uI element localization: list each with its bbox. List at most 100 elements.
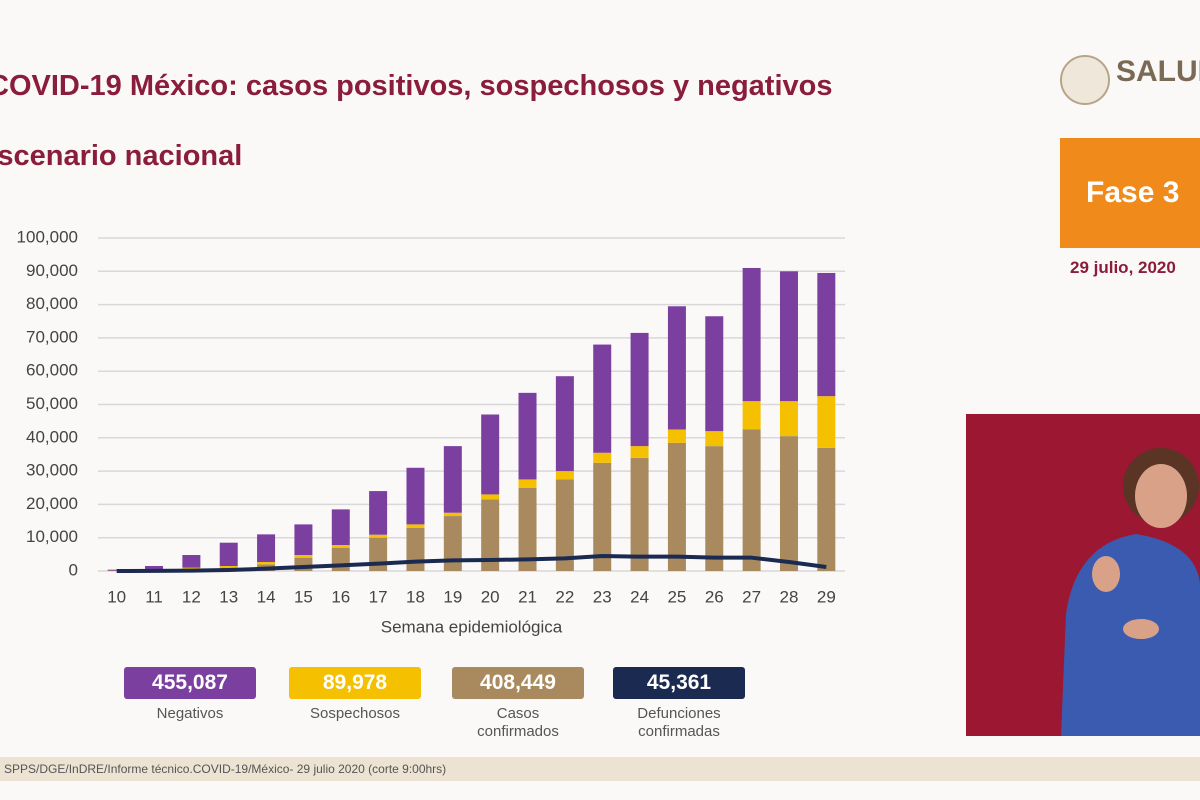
summary-label: Sospechosos [309,705,401,722]
date: 29 julio, 2020 [1070,258,1176,277]
x-tick-label: 17 [369,587,388,606]
bar-segment [257,562,276,565]
chart: 0 10,000 20,000 30,000 40,000 50,000 60,000 70,… [17,227,845,636]
logo: SALUD [1060,55,1200,89]
x-tick-label: 21 [518,587,537,606]
line [116,554,827,573]
bar-segment [705,316,724,432]
bar-segment [817,447,836,571]
bar-segment [518,479,537,488]
bar-segment [742,401,761,430]
bar-segment [518,392,537,480]
x-tick-label: 27 [742,587,761,606]
bar-segment [481,499,500,571]
bar-segment [593,462,612,571]
bar-segment [742,429,761,571]
bar-segment [779,436,798,571]
summary-label: Casos confirmados [477,705,559,740]
bar-segment [705,431,724,447]
interpreter [1061,448,1200,736]
y-tick-label: 20,000 [26,494,78,513]
y-tick-label: 40,000 [26,427,78,446]
y-tick-label: 100,000 [17,227,78,246]
y-tick-label: 0 [69,560,78,579]
x-tick-label: 14 [257,587,276,606]
y-tick-label: 10,000 [26,527,78,546]
bar-segment [667,442,686,571]
x-tick-label: 25 [667,587,686,606]
x-tick-label: 16 [331,587,350,606]
x-tick-label: 29 [817,587,836,606]
bar-segment [593,344,612,453]
summary-total: 45,361 [613,667,745,699]
bar-segment [406,467,425,525]
slide-subtitle: Escenario nacional [0,140,243,172]
bar-segment [145,566,164,570]
x-tick-label: 20 [481,587,500,606]
bar-segment [667,306,686,430]
summary-total: 455,087 [124,667,256,699]
logo-text: SALUD [1116,55,1200,88]
slide-title: COVID-19 México: casos positivos, sospec… [0,70,833,102]
x-tick-label: 11 [145,587,163,606]
bar-segment [406,524,425,528]
bar-segment [406,527,425,571]
x-tick-label: 23 [593,587,612,606]
bar-segment [817,396,836,448]
bar-segment [331,509,350,546]
x-tick-label: 26 [705,587,724,606]
bar-segment [555,376,574,472]
bar-segment [443,516,462,571]
x-tick-label: 10 [107,587,126,606]
bar-segment [219,542,238,567]
bar-segment [518,487,537,571]
bar-segment [667,429,686,443]
bar-segment [555,479,574,571]
phase-badge: Fase 3 [1060,138,1200,248]
bar-segment [481,414,500,495]
bar-segment [443,446,462,513]
x-tick-label: 19 [443,587,462,606]
summary-total: 408,449 [452,667,584,699]
bar-segment [294,555,313,558]
bar-segment [182,567,201,570]
bar-segment [331,545,350,548]
bar-segment [257,534,276,563]
summary-box: 408,449 Casos confirmados [452,667,584,741]
bar-segment [481,494,500,500]
x-tick-label: 22 [555,587,574,606]
x-tick-label: 18 [406,587,425,606]
y-tick-label: 30,000 [26,461,78,480]
bar-segment [779,271,798,402]
summary-box: 455,087 Negativos [124,667,256,723]
bar-segment [369,534,388,538]
y-tick-label: 90,000 [26,261,78,280]
bar-segment [630,446,649,458]
bar-segment [630,332,649,447]
y-tick-label: 70,000 [26,327,78,346]
bar-segment [593,452,612,463]
bar-segment [817,272,836,397]
summary-label: Negativos [156,705,224,722]
interpreter-video [966,414,1200,736]
x-tick-label: 28 [780,587,799,606]
bar-segment [294,524,313,556]
interpreter-face [1135,464,1187,528]
summary-box: 89,978 Sospechosos [289,667,421,723]
x-axis-title: Semana epidemiológica [381,617,563,636]
bar-segment [443,512,462,517]
bar-segment [705,446,724,571]
bar-segment [630,457,649,571]
x-tick-label: 24 [630,587,649,606]
x-tick-label: 13 [219,587,238,606]
source: SPPS/DGE/InDRE/Informe técnico.COVID-19/… [0,757,1200,781]
bar-segment [219,566,238,568]
bar-segment [742,267,761,402]
x-tick-label: 12 [182,587,201,606]
bar-segment [369,537,388,571]
summary-box: 45,361 Defunciones confirmadas [613,667,745,741]
x-tick-label: 15 [294,587,313,606]
y-tick-label: 60,000 [26,361,78,380]
bar-segment [779,401,798,437]
